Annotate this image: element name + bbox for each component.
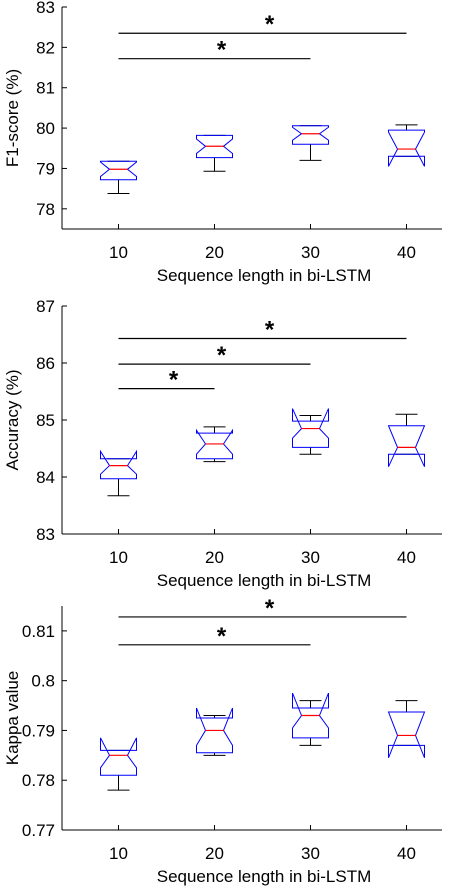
x-tick-label: 20 [205, 548, 224, 567]
significance-star: * [265, 316, 275, 343]
box-40 [388, 124, 425, 167]
notched-box [387, 711, 426, 758]
significance-star: * [217, 342, 227, 369]
y-tick-label: 0.78 [22, 771, 55, 790]
x-tick-label: 10 [109, 243, 128, 262]
y-tick-label: 84 [36, 468, 55, 487]
x-axis-label: Sequence length in bi-LSTM [157, 571, 372, 590]
x-tick-label: 30 [301, 548, 320, 567]
y-axis-label: Accuracy (%) [3, 369, 22, 470]
notched-box [292, 125, 329, 145]
x-tick-label: 40 [397, 844, 416, 863]
notched-box [196, 428, 233, 460]
y-tick-label: 79 [36, 159, 55, 178]
y-tick-label: 86 [36, 354, 55, 373]
x-axis-label: Sequence length in bi-LSTM [157, 266, 372, 285]
y-tick-label: 80 [36, 119, 55, 138]
y-tick-label: 83 [36, 0, 55, 17]
notched-box [196, 707, 233, 754]
box-10 [100, 160, 137, 194]
x-tick-label: 10 [109, 844, 128, 863]
box-30 [292, 692, 329, 746]
x-tick-label: 10 [109, 548, 128, 567]
box-20 [196, 707, 233, 756]
y-axis-label: F1-score (%) [3, 69, 22, 167]
x-tick-label: 20 [205, 844, 224, 863]
notched-box [388, 129, 425, 167]
significance-star: * [217, 623, 227, 650]
box-10 [100, 449, 137, 497]
box-30 [292, 125, 329, 161]
notched-box [100, 737, 137, 776]
significance-star: * [169, 367, 179, 394]
x-tick-label: 40 [397, 243, 416, 262]
notched-box [292, 408, 329, 448]
chart-panel-3: 0.77 0.78 0.79 0.8 0.81 10 20 30 40 Sequence leng… [3, 595, 442, 886]
box-10 [100, 737, 137, 791]
significance-star: * [265, 11, 275, 38]
box-20 [196, 134, 233, 172]
notched-box [196, 134, 233, 159]
x-tick-label: 40 [397, 548, 416, 567]
box-30 [292, 408, 329, 455]
y-axis-label: Kappa value [3, 671, 22, 766]
significance-star: * [265, 595, 275, 622]
x-axis-label: Sequence length in bi-LSTM [157, 867, 372, 886]
x-tick-label: 30 [301, 844, 320, 863]
y-tick-label: 83 [36, 525, 55, 544]
y-tick-label: 87 [36, 297, 55, 316]
significance-star: * [217, 37, 227, 64]
y-tick-label: 0.79 [22, 721, 55, 740]
notched-box [100, 160, 137, 181]
box-40 [387, 413, 426, 467]
notched-box [387, 425, 426, 467]
chart-panel-1: 78 79 80 81 82 83 10 20 30 40 Sequence length in b… [3, 0, 442, 285]
chart-panel-2: 83 84 85 86 87 10 20 30 40 Sequence length in bi-… [3, 297, 442, 590]
y-tick-label: 0.81 [22, 622, 55, 641]
box-40 [387, 700, 426, 758]
notched-box [100, 449, 137, 480]
y-tick-label: 78 [36, 200, 55, 219]
x-tick-label: 30 [301, 243, 320, 262]
notched-box [292, 692, 329, 739]
y-tick-label: 82 [36, 38, 55, 57]
y-tick-label: 0.77 [22, 821, 55, 840]
x-tick-label: 20 [205, 243, 224, 262]
y-tick-label: 0.8 [31, 672, 55, 691]
y-tick-label: 85 [36, 411, 55, 430]
y-tick-label: 81 [36, 79, 55, 98]
box-20 [196, 426, 233, 463]
